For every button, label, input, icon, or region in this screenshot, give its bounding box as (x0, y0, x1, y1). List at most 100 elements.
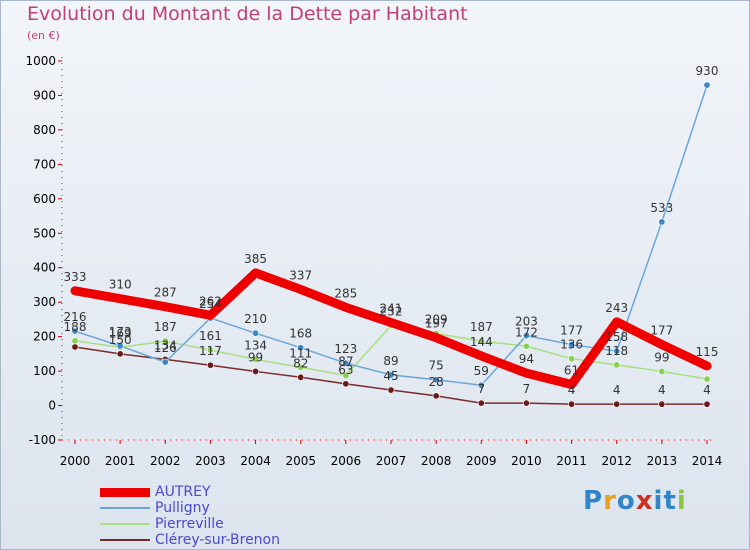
y-tick-label: 300 (33, 295, 56, 309)
data-point (613, 361, 621, 369)
y-tick-label: 0 (48, 399, 56, 413)
data-label: 333 (64, 270, 87, 284)
data-point (432, 376, 440, 384)
x-tick-label: 2002 (150, 454, 181, 468)
data-label: 203 (515, 315, 538, 329)
data-point (252, 329, 260, 337)
data-point (658, 400, 666, 408)
legend-label: Pierreville (155, 516, 224, 532)
data-label: 59 (474, 364, 489, 378)
y-tick-label: 800 (33, 123, 56, 137)
data-point (206, 346, 214, 354)
data-label: 173 (109, 325, 132, 339)
data-point (297, 373, 305, 381)
data-label: 99 (654, 350, 669, 364)
y-tick-label: 100 (33, 364, 56, 378)
legend-swatch (100, 523, 150, 525)
x-tick-label: 2006 (331, 454, 362, 468)
data-point (342, 372, 350, 380)
logo-letter: i (653, 486, 664, 516)
legend-label: Clérey-sur-Brenon (155, 532, 280, 548)
data-point (161, 358, 169, 366)
chart-title: Evolution du Montant de la Dette par Hab… (27, 3, 468, 25)
data-label: 930 (696, 64, 719, 78)
data-label: 187 (154, 320, 177, 334)
data-point (477, 337, 485, 345)
data-label: 262 (199, 294, 222, 308)
data-label: 118 (605, 344, 628, 358)
data-label: 89 (383, 354, 398, 368)
y-tick-label: 400 (33, 261, 56, 275)
data-point (161, 337, 169, 345)
logo-letter: o (616, 486, 636, 516)
data-point (703, 400, 711, 408)
data-point (206, 361, 214, 369)
data-point (477, 381, 485, 389)
data-point (522, 399, 530, 407)
data-label: 87 (338, 355, 353, 369)
data-label: 385 (244, 252, 267, 266)
data-label: 168 (289, 327, 312, 341)
x-tick-label: 2013 (647, 454, 678, 468)
data-label: 94 (519, 352, 534, 366)
data-point (252, 367, 260, 375)
data-label: 161 (199, 329, 222, 343)
data-label: 123 (334, 342, 357, 356)
data-point (71, 343, 79, 351)
y-tick-label: -100 (29, 433, 56, 447)
data-label: 337 (289, 268, 312, 282)
data-label: 115 (696, 345, 719, 359)
x-tick-label: 2000 (60, 454, 91, 468)
x-tick-label: 2007 (376, 454, 407, 468)
data-point (703, 81, 711, 89)
data-label: 209 (425, 313, 448, 327)
x-tick-label: 2001 (105, 454, 136, 468)
data-label: 169 (109, 326, 132, 340)
data-label: 63 (338, 363, 353, 377)
x-tick-label: 2005 (285, 454, 316, 468)
data-label: 232 (380, 305, 403, 319)
data-point (568, 355, 576, 363)
x-tick-label: 2008 (421, 454, 452, 468)
x-tick-label: 2014 (692, 454, 723, 468)
chart-subtitle: (en €) (27, 29, 60, 42)
data-label: 117 (199, 344, 222, 358)
logo-letter: i (676, 486, 687, 516)
logo-letter: x (635, 486, 654, 516)
x-tick-label: 2012 (601, 454, 632, 468)
data-point (116, 342, 124, 350)
data-label: 61 (564, 364, 579, 378)
data-label: 99 (248, 350, 263, 364)
data-point (568, 341, 576, 349)
data-label: 136 (560, 338, 583, 352)
data-label: 254 (199, 297, 222, 311)
x-tick-label: 2004 (240, 454, 271, 468)
legend-label: Pulligny (155, 500, 210, 516)
data-point (477, 399, 485, 407)
data-label: 7 (523, 382, 531, 396)
x-tick-label: 2009 (466, 454, 497, 468)
data-label: 177 (560, 324, 583, 338)
data-label: 28 (429, 375, 444, 389)
series-line-0 (70, 268, 712, 390)
y-tick-label: 900 (33, 88, 56, 102)
data-point (71, 337, 79, 345)
data-label: 243 (605, 301, 628, 315)
y-tick-label: 1000 (25, 54, 56, 68)
data-label: 285 (334, 286, 357, 300)
data-label: 4 (568, 383, 576, 397)
data-label: 150 (109, 333, 132, 347)
data-point (71, 327, 79, 335)
data-point (342, 380, 350, 388)
x-tick-label: 2003 (195, 454, 226, 468)
data-label: 4 (613, 383, 621, 397)
y-tick-label: 500 (33, 226, 56, 240)
data-label: 4 (703, 383, 711, 397)
data-label: 241 (380, 302, 403, 316)
data-point (522, 342, 530, 350)
logo-letter: P (583, 486, 604, 516)
logo-letter: r (603, 486, 617, 516)
data-label: 82 (293, 356, 308, 370)
